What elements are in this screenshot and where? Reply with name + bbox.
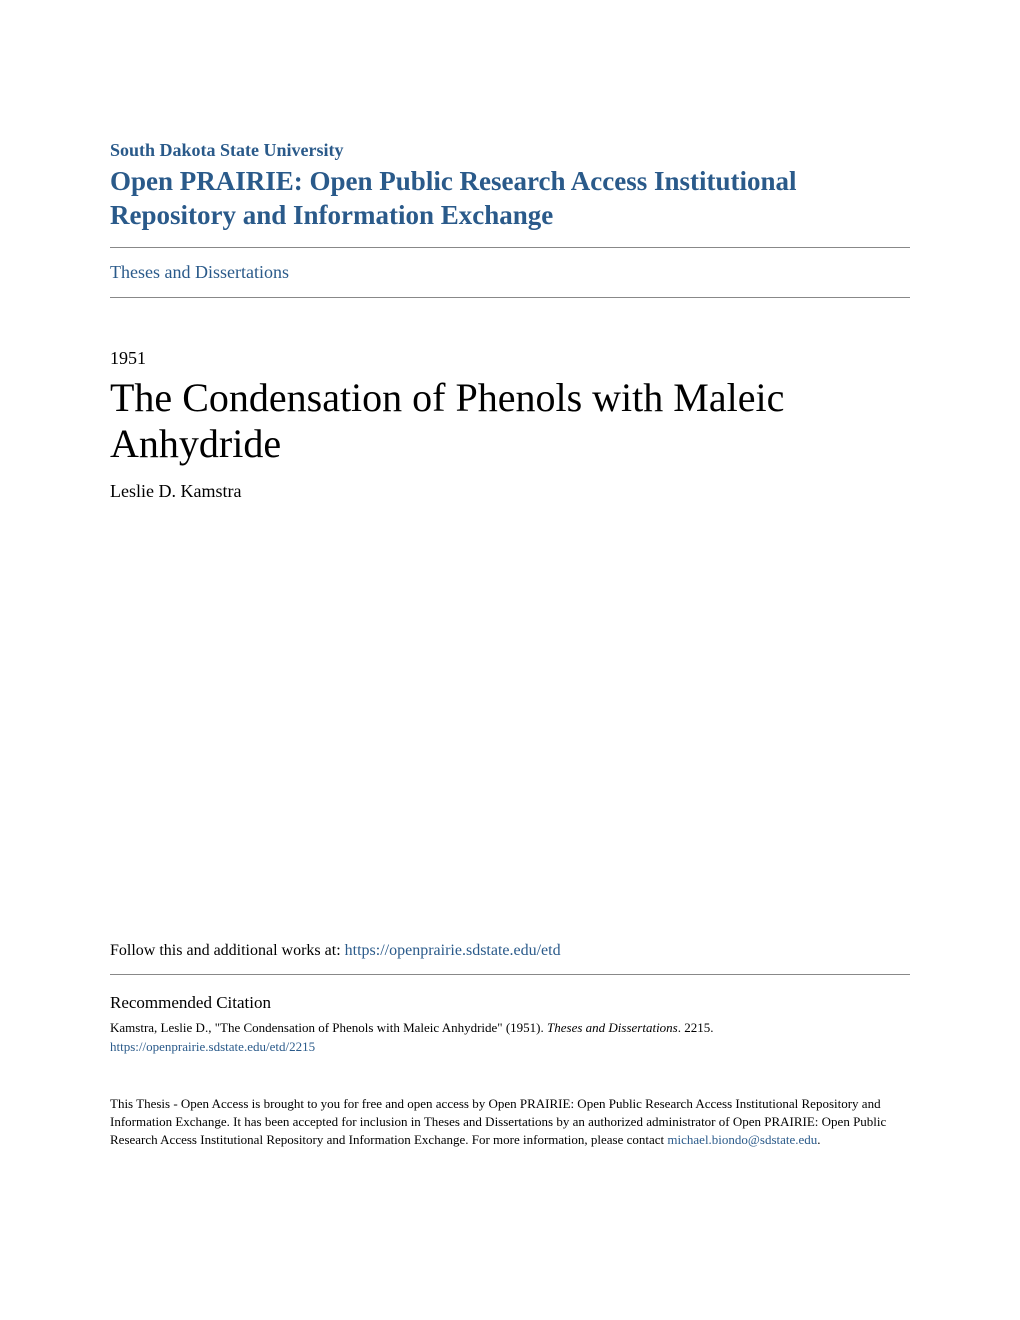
follow-link[interactable]: https://openprairie.sdstate.edu/etd [345, 942, 561, 959]
divider-1 [110, 247, 910, 248]
citation-italic: Theses and Dissertations [547, 1020, 678, 1035]
follow-text: Follow this and additional works at: [110, 942, 345, 959]
citation-link[interactable]: https://openprairie.sdstate.edu/etd/2215 [110, 1039, 910, 1055]
document-title: The Condensation of Phenols with Maleic … [110, 375, 910, 467]
header-section: South Dakota State University Open PRAIR… [110, 140, 910, 233]
repository-name[interactable]: Open PRAIRIE: Open Public Research Acces… [110, 165, 910, 233]
divider-3 [110, 974, 910, 975]
author-name: Leslie D. Kamstra [110, 481, 910, 502]
footer-section: This Thesis - Open Access is brought to … [110, 1095, 910, 1150]
footer-part2: . [817, 1132, 820, 1147]
citation-heading: Recommended Citation [110, 993, 910, 1013]
citation-text: Kamstra, Leslie D., "The Condensation of… [110, 1019, 910, 1037]
divider-2 [110, 297, 910, 298]
citation-part1: Kamstra, Leslie D., "The Condensation of… [110, 1020, 547, 1035]
citation-section: Recommended Citation Kamstra, Leslie D.,… [110, 993, 910, 1055]
footer-email-link[interactable]: michael.biondo@sdstate.edu [667, 1132, 817, 1147]
citation-part2: . 2215. [678, 1020, 714, 1035]
university-name[interactable]: South Dakota State University [110, 140, 910, 161]
publication-year: 1951 [110, 348, 910, 369]
follow-section: Follow this and additional works at: htt… [110, 942, 910, 960]
footer-text: This Thesis - Open Access is brought to … [110, 1095, 910, 1150]
collection-link[interactable]: Theses and Dissertations [110, 262, 910, 283]
